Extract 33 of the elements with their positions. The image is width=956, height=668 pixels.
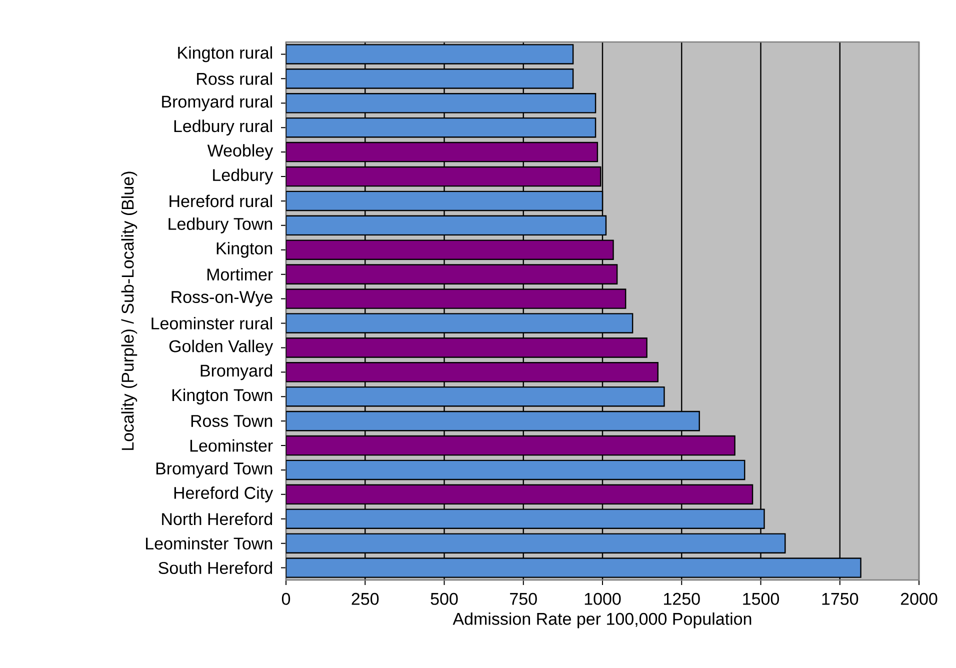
x-axis-title: Admission Rate per 100,000 Population bbox=[452, 612, 752, 628]
y-tick-label: South Hereford bbox=[158, 562, 272, 574]
y-tick-label: Ross Town bbox=[191, 415, 272, 427]
y-tick-label: Ledbury rural bbox=[174, 120, 272, 136]
x-tick-label: 500 bbox=[430, 592, 458, 605]
y-tick-label: Kington rural bbox=[178, 46, 272, 62]
y-tick-label: Hereford City bbox=[174, 486, 274, 502]
y-tick-label: Ledbury bbox=[213, 168, 274, 184]
x-tick-label: 0 bbox=[282, 592, 290, 605]
x-tick-label: 1500 bbox=[743, 592, 779, 605]
x-tick-label: 1250 bbox=[664, 592, 700, 605]
y-tick-label: Hereford rural bbox=[170, 194, 272, 208]
y-tick-label: Golden Valley bbox=[169, 340, 274, 356]
y-tick-label: Kington Town bbox=[172, 388, 272, 405]
y-tick-label: Ledbury Town bbox=[168, 217, 272, 234]
y-tick-label: Kington bbox=[216, 242, 272, 258]
x-tick-label: 250 bbox=[352, 592, 379, 605]
y-tick-label: Leominster Town bbox=[146, 537, 272, 550]
y-tick-label: Ross rural bbox=[197, 72, 272, 85]
y-tick-label: Bromyard Town bbox=[156, 462, 272, 478]
y-tick-label: North Hereford bbox=[162, 512, 272, 526]
y-tick-label: Bromyard bbox=[200, 364, 272, 380]
x-tick-label: 2000 bbox=[900, 592, 938, 605]
y-tick-label: Leominster rural bbox=[152, 316, 272, 330]
x-tick-label: 750 bbox=[510, 592, 537, 605]
y-axis-title: Locality (Purple) / Sub-Locality (Blue) bbox=[121, 172, 138, 450]
y-tick-label: Leominster bbox=[190, 439, 273, 452]
x-tick-label: 1000 bbox=[584, 592, 621, 605]
x-tick-label: 1750 bbox=[822, 592, 858, 605]
y-tick-label: Bromyard rural bbox=[162, 95, 272, 112]
y-tick-label: Mortimer bbox=[207, 268, 273, 281]
y-tick-label: Weobley bbox=[207, 144, 274, 160]
y-tick-label: Ross-on-Wye bbox=[172, 291, 272, 306]
